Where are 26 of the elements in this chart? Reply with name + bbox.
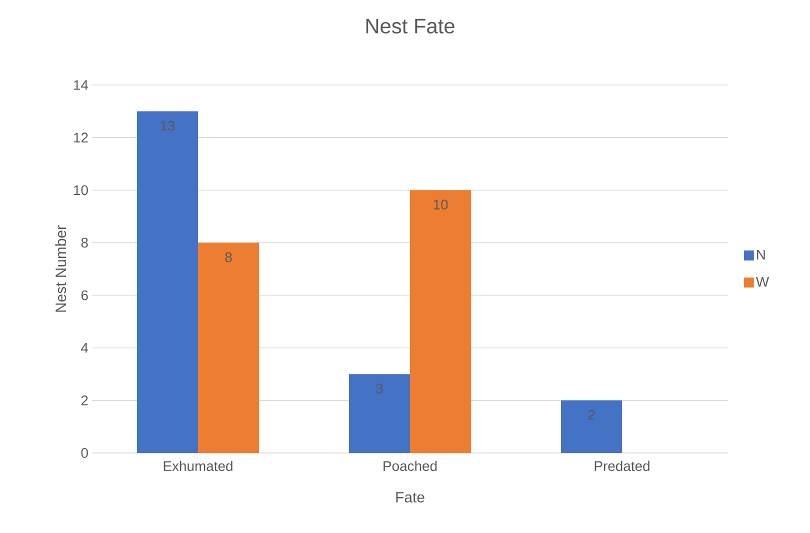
bar xyxy=(560,400,622,453)
data-label: 2 xyxy=(588,410,595,420)
data-label: 3 xyxy=(376,384,383,394)
data-label: 10 xyxy=(434,200,448,210)
y-tick-label: 0 xyxy=(81,448,88,458)
x-tick-label: Poached xyxy=(384,460,437,472)
y-tick-label: 10 xyxy=(74,185,88,196)
x-tick-label: Predated xyxy=(594,460,650,472)
x-tick-label: Exhumated xyxy=(164,460,232,472)
y-tick-label: 12 xyxy=(74,132,88,142)
legend-label: W xyxy=(756,276,770,287)
bar xyxy=(198,242,260,453)
bar xyxy=(410,190,472,453)
x-axis-title: Fate xyxy=(396,492,424,503)
bar xyxy=(136,111,198,453)
y-tick-label: 4 xyxy=(81,343,88,353)
chart-title: Nest Fate xyxy=(366,18,454,34)
data-label: 13 xyxy=(160,120,175,131)
y-axis-title: Nest Number xyxy=(55,225,66,312)
y-tick-label: 6 xyxy=(81,290,88,300)
legend-label: N xyxy=(757,250,765,260)
y-tick-label: 8 xyxy=(81,238,88,248)
y-tick-label: 2 xyxy=(81,396,88,406)
bar xyxy=(348,374,410,453)
data-label: 8 xyxy=(225,252,232,262)
y-tick-label: 14 xyxy=(74,80,88,90)
